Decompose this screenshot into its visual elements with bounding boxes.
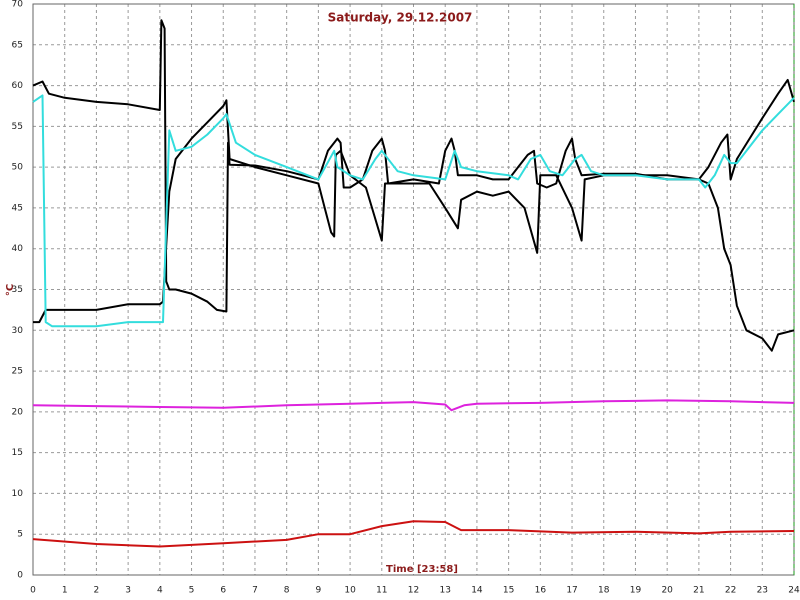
y-tick-label: 70 bbox=[12, 0, 24, 10]
y-axis-label: °C bbox=[5, 284, 16, 296]
series-line bbox=[32, 94, 795, 328]
x-axis-label: Time [23:58] bbox=[386, 564, 458, 575]
chart-title: Saturday, 29.12.2007 bbox=[328, 11, 473, 25]
x-tick-label: 21 bbox=[693, 586, 704, 596]
x-tick-label: 3 bbox=[125, 586, 131, 596]
x-tick-label: 9 bbox=[316, 586, 322, 596]
series-line bbox=[32, 399, 795, 412]
y-tick-label: 5 bbox=[17, 530, 23, 540]
plot-frame bbox=[32, 3, 795, 576]
series-line bbox=[33, 99, 795, 352]
x-tick-label: 2 bbox=[94, 586, 100, 596]
x-tick-label: 6 bbox=[220, 586, 226, 596]
x-tick-label: 5 bbox=[189, 586, 195, 596]
x-tick-label: 23 bbox=[757, 586, 768, 596]
y-tick-label: 45 bbox=[12, 203, 23, 213]
y-tick-label: 15 bbox=[12, 448, 23, 458]
x-tick-label: 18 bbox=[598, 586, 610, 596]
x-tick-label: 12 bbox=[408, 586, 419, 596]
y-tick-label: 35 bbox=[12, 285, 23, 295]
x-tick-label: 19 bbox=[630, 586, 642, 596]
y-tick-label: 25 bbox=[12, 367, 23, 377]
y-tick-label: 60 bbox=[12, 81, 24, 91]
x-tick-label: 22 bbox=[725, 586, 736, 596]
x-tick-label: 16 bbox=[535, 586, 547, 596]
x-tick-label: 10 bbox=[344, 586, 356, 596]
y-tick-label: 20 bbox=[12, 407, 24, 417]
y-tick-label: 50 bbox=[12, 163, 24, 173]
x-tick-label: 20 bbox=[661, 586, 673, 596]
x-tick-label: 4 bbox=[157, 586, 163, 596]
x-tick-label: 0 bbox=[30, 586, 36, 596]
y-tick-label: 0 bbox=[17, 571, 23, 581]
y-tick-label: 65 bbox=[12, 40, 23, 50]
y-tick-label: 40 bbox=[12, 244, 24, 254]
x-tick-label: 24 bbox=[788, 586, 800, 596]
x-tick-label: 13 bbox=[439, 586, 450, 596]
x-tick-label: 15 bbox=[503, 586, 514, 596]
x-tick-label: 7 bbox=[252, 586, 258, 596]
y-tick-label: 55 bbox=[12, 122, 23, 132]
y-tick-label: 30 bbox=[12, 326, 24, 336]
y-tick-label: 10 bbox=[12, 489, 24, 499]
x-tick-label: 17 bbox=[566, 586, 577, 596]
x-tick-label: 1 bbox=[62, 586, 68, 596]
x-tick-label: 14 bbox=[471, 586, 483, 596]
series-line bbox=[32, 520, 795, 548]
x-tick-label: 11 bbox=[376, 586, 387, 596]
x-tick-label: 8 bbox=[284, 586, 290, 596]
